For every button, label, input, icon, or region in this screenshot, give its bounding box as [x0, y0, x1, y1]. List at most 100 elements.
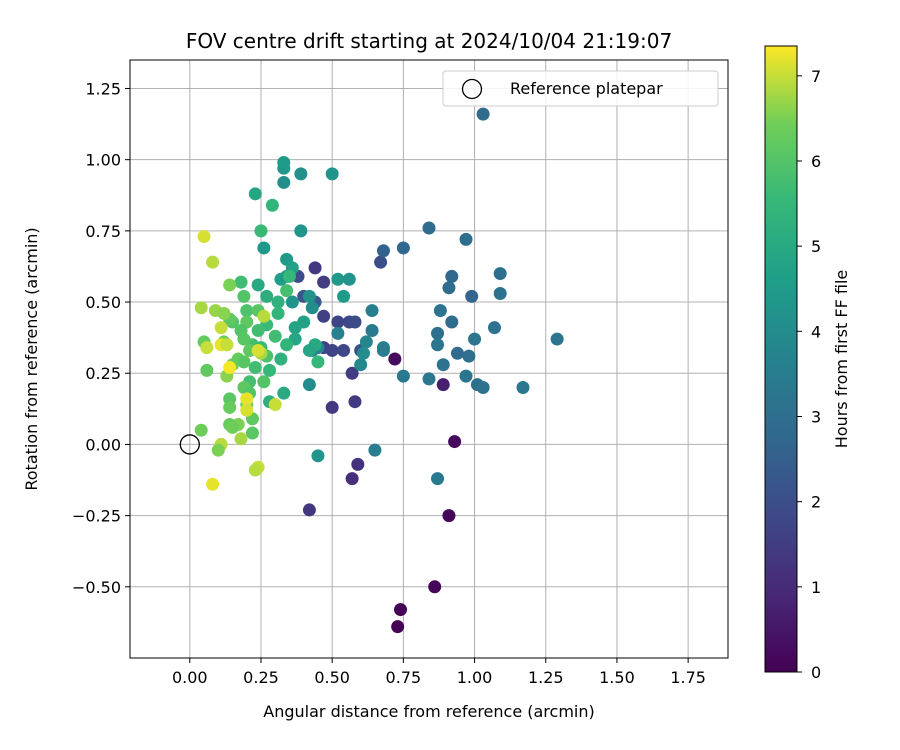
y-tick-label: 1.25	[85, 79, 121, 98]
y-axis-ticks: −0.50 −0.25 0.00 0.25 0.50 0.75 1.00 1.25	[72, 79, 130, 597]
y-axis-label: Rotation from reference (arcmin)	[22, 227, 41, 490]
colorbar-tick-label: 1	[811, 578, 821, 597]
scatter-point	[459, 232, 473, 246]
scatter-point	[251, 324, 265, 338]
scatter-point	[450, 346, 464, 360]
scatter-point	[428, 580, 442, 594]
scatter-point	[468, 332, 482, 346]
scatter-point	[325, 343, 339, 357]
scatter-point	[305, 301, 319, 315]
scatter-point	[493, 267, 507, 281]
scatter-point	[285, 295, 299, 309]
scatter-point	[388, 352, 402, 366]
scatter-point	[431, 326, 445, 340]
scatter-point	[294, 167, 308, 181]
scatter-point	[359, 335, 373, 349]
scatter-point	[376, 244, 390, 258]
scatter-point	[302, 289, 316, 303]
scatter-point	[317, 275, 331, 289]
scatter-point	[268, 329, 282, 343]
scatter-point	[294, 224, 308, 238]
scatter-point	[194, 423, 208, 437]
scatter-point	[396, 369, 410, 383]
scatter-point	[337, 289, 351, 303]
scatter-point	[254, 224, 268, 238]
colorbar: 0 1 2 3 4 5 6 7 Hours from first FF file	[764, 45, 851, 682]
scatter-point	[277, 156, 291, 170]
plot-area	[130, 60, 728, 658]
colorbar-ticks: 0 1 2 3 4 5 6 7	[797, 67, 821, 682]
scatter-point	[200, 341, 214, 355]
scatter-point	[317, 309, 331, 323]
scatter-point	[226, 420, 240, 434]
x-tick-label: 0.00	[172, 668, 208, 687]
scatter-point	[325, 167, 339, 181]
scatter-point	[422, 372, 436, 386]
scatter-point	[348, 395, 362, 409]
scatter-point	[268, 398, 282, 412]
scatter-point	[194, 301, 208, 315]
scatter-point	[240, 304, 254, 318]
scatter-point	[257, 309, 271, 323]
reference-marker	[179, 434, 200, 455]
x-tick-label: 1.25	[528, 668, 564, 687]
scatter-point	[265, 198, 279, 212]
scatter-point	[337, 343, 351, 357]
colorbar-tick-label: 6	[811, 152, 821, 171]
scatter-point	[302, 343, 316, 357]
legend-marker-reference	[461, 78, 483, 100]
scatter-point	[351, 457, 365, 471]
scatter-point	[217, 306, 231, 320]
scatter-point	[345, 366, 359, 380]
scatter-point	[431, 472, 445, 486]
y-tick-label: −0.50	[72, 578, 121, 597]
scatter-point	[271, 295, 285, 309]
scatter-point	[251, 278, 265, 292]
scatter-point	[365, 324, 379, 338]
scatter-point	[280, 338, 294, 352]
colorbar-tick-label: 2	[811, 493, 821, 512]
scatter-point	[282, 269, 296, 283]
scatter-point	[436, 358, 450, 372]
x-tick-label: 1.50	[599, 668, 635, 687]
scatter-point	[374, 255, 388, 269]
scatter-point	[476, 380, 490, 394]
scatter-point	[248, 361, 262, 375]
colorbar-tick-label: 0	[811, 663, 821, 682]
scatter-point	[197, 230, 211, 244]
scatter-point	[206, 255, 220, 269]
y-tick-label: 0.00	[85, 435, 121, 454]
scatter-point	[277, 175, 291, 189]
scatter-point	[325, 400, 339, 414]
scatter-point	[308, 261, 322, 275]
scatter-point	[331, 272, 345, 286]
colorbar-tick-label: 3	[811, 407, 821, 426]
scatter-point	[280, 284, 294, 298]
scatter-point	[223, 278, 237, 292]
scatter-point	[431, 338, 445, 352]
scatter-point	[257, 375, 271, 389]
scatter-point	[223, 400, 237, 414]
scatter-point	[442, 509, 456, 523]
scatter-point	[234, 432, 248, 446]
y-tick-label: 1.00	[85, 151, 121, 170]
scatter-point	[376, 343, 390, 357]
scatter-point	[516, 380, 530, 394]
x-tick-label: 0.75	[386, 668, 422, 687]
scatter-point	[442, 281, 456, 295]
reference-point	[179, 434, 200, 455]
scatter-point	[345, 472, 359, 486]
scatter-point	[263, 363, 277, 377]
scatter-point	[302, 378, 316, 392]
y-tick-label: 0.25	[85, 364, 121, 383]
scatter-point	[368, 443, 382, 457]
x-tick-label: 0.25	[243, 668, 279, 687]
scatter-point	[311, 449, 325, 463]
scatter-point	[288, 321, 302, 335]
scatter-point	[459, 369, 473, 383]
x-tick-label: 0.50	[314, 668, 350, 687]
scatter-point	[331, 326, 345, 340]
scatter-point	[396, 241, 410, 255]
legend: Reference platepar	[442, 70, 719, 107]
